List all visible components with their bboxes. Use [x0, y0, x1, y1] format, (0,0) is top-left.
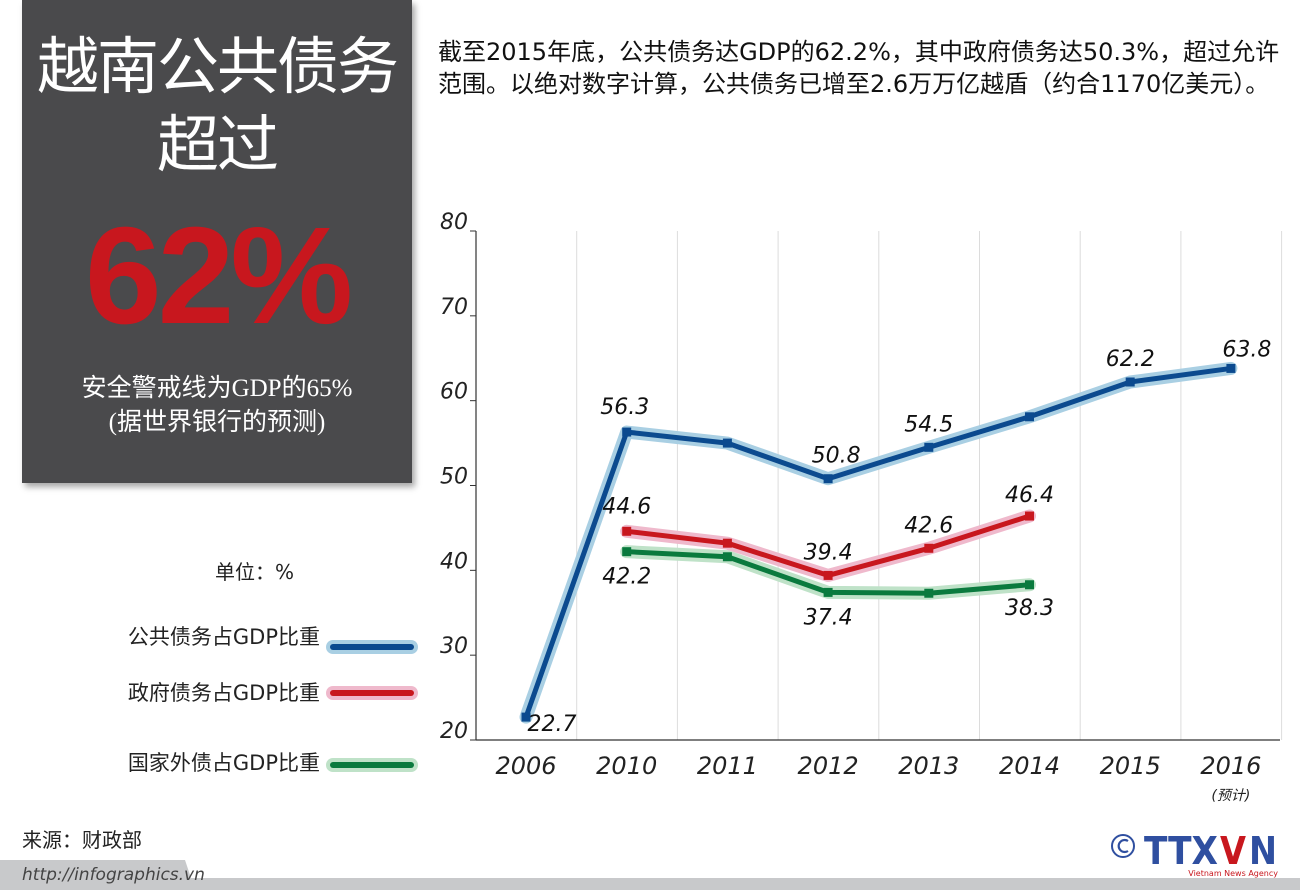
data-point [924, 543, 934, 553]
ttxvn-logo: TTX V N Vietnam News Agency [1110, 824, 1290, 878]
data-point [823, 587, 833, 597]
data-point [924, 442, 934, 452]
series-line [626, 549, 1030, 596]
data-label: 54.5 [904, 412, 953, 437]
series-line [523, 365, 1232, 718]
ttxvn-logo-graphic: TTX V N Vietnam News Agency [1111, 829, 1278, 878]
svg-text:Vietnam News Agency: Vietnam News Agency [1188, 869, 1278, 878]
x-tick-note: (预计) [1211, 788, 1250, 804]
legend-swatch-public-debt [330, 644, 414, 650]
footer-bar [0, 878, 1300, 890]
data-point [521, 712, 531, 722]
data-point [622, 427, 632, 437]
y-tick-label: 80 [440, 210, 468, 235]
x-tick-label: 2015 [1100, 752, 1161, 780]
data-point [722, 552, 732, 562]
panel-subtitle-line2: (据世界银行的预测) [108, 409, 326, 436]
url-link[interactable]: http://infographics.vn [22, 865, 205, 885]
panel-title: 越南公共债务 超过 [12, 28, 422, 184]
x-tick-label: 2016 [1200, 752, 1261, 780]
x-tick-label: 2013 [898, 752, 959, 780]
y-tick-label: 30 [440, 634, 468, 659]
x-tick-label: 2010 [596, 752, 657, 780]
data-label: 42.2 [602, 565, 651, 590]
headline-panel: 越南公共债务 超过 62% 安全警戒线为GDP的65% (据世界银行的预测) [22, 0, 412, 483]
data-point [1226, 363, 1236, 373]
data-label: 56.3 [600, 395, 649, 420]
y-tick-label: 70 [440, 295, 468, 320]
data-label: 46.4 [1005, 483, 1054, 508]
data-label: 37.4 [804, 605, 853, 630]
data-point [823, 570, 833, 580]
data-point [622, 526, 632, 536]
legend-swatch-government-debt [330, 690, 414, 696]
data-point [823, 474, 833, 484]
headline-percent: 62% [84, 199, 353, 353]
panel-subtitle: 安全警戒线为GDP的65% (据世界银行的预测) [22, 372, 412, 440]
series-halo [620, 509, 1036, 582]
data-label: 42.6 [904, 513, 953, 538]
data-point [722, 438, 732, 448]
svg-text:TTX: TTX [1144, 829, 1218, 873]
legend-label-public-debt: 公共债务占GDP比重 [127, 625, 320, 649]
x-tick-label: 2014 [999, 752, 1060, 780]
x-tick-label: 2011 [697, 752, 758, 780]
source-label: 来源：财政部 [22, 828, 142, 852]
legend-label-government-debt: 政府债务占GDP比重 [127, 681, 320, 705]
data-label: 39.4 [804, 540, 853, 565]
data-label: 62.2 [1106, 347, 1155, 372]
y-tick-label: 50 [440, 465, 468, 490]
data-point [924, 588, 934, 598]
panel-subtitle-line1: 安全警戒线为GDP的65% [81, 375, 353, 402]
data-point [1025, 412, 1034, 422]
copyright-c-glyph [1117, 838, 1129, 854]
y-tick-label: 60 [440, 380, 468, 405]
series-line [626, 513, 1031, 578]
legend-swatch-external-debt [330, 762, 414, 768]
copyright-icon [1111, 834, 1135, 858]
data-point [1125, 377, 1135, 387]
panel-title-line2: 超过 [156, 108, 279, 181]
data-label: 38.3 [1005, 596, 1054, 621]
series-halo [620, 545, 1036, 600]
svg-text:N: N [1249, 829, 1277, 873]
series-halo [519, 361, 1238, 724]
x-tick-label: 2012 [798, 752, 859, 780]
panel-title-line1: 越南公共债务 [36, 30, 399, 103]
data-point [1025, 511, 1034, 521]
intro-text: 截至2015年底，公共债务达GDP的62.2%，其中政府债务达50.3%，超过允… [438, 38, 1280, 98]
data-point [622, 547, 632, 557]
data-label: 63.8 [1222, 337, 1271, 362]
data-point [1025, 580, 1034, 590]
y-tick-label: 20 [440, 719, 468, 744]
unit-label: 单位：% [215, 560, 295, 584]
legend-label-external-debt: 国家外债占GDP比重 [127, 751, 320, 775]
url-tab [0, 860, 195, 890]
y-tick-label: 40 [440, 549, 468, 574]
svg-text:V: V [1220, 829, 1247, 873]
data-label: 22.7 [528, 712, 577, 737]
x-tick-label: 2006 [495, 752, 556, 780]
data-label: 44.6 [602, 494, 651, 519]
data-label: 50.8 [812, 444, 861, 469]
data-point [722, 538, 732, 548]
